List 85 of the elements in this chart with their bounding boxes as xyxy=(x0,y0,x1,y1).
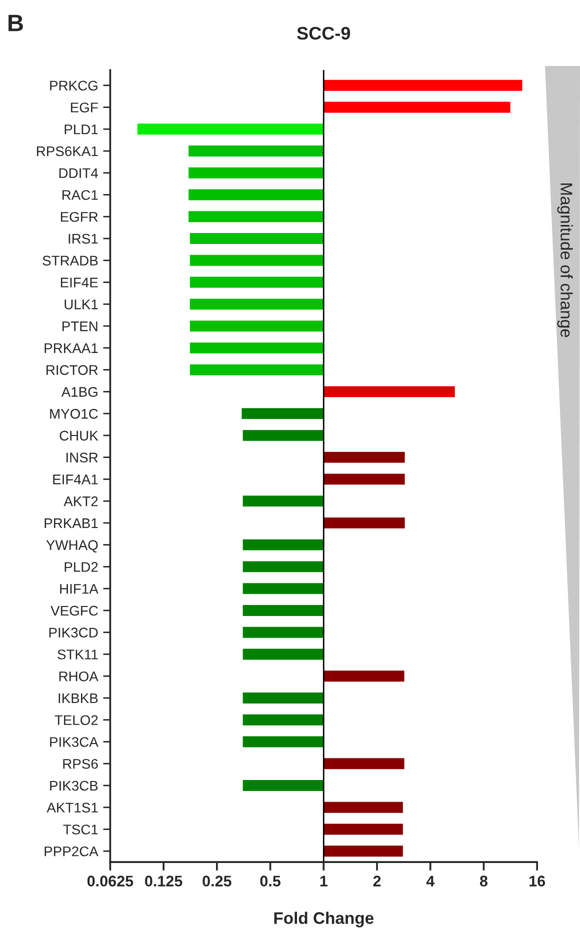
bar xyxy=(324,846,403,857)
bar xyxy=(190,298,324,310)
bar xyxy=(324,517,405,528)
bar xyxy=(242,626,324,638)
x-axis-title: Fold Change xyxy=(274,912,374,928)
bar xyxy=(324,474,405,485)
bar xyxy=(188,146,324,156)
x-tick-label: 2 xyxy=(373,876,381,886)
y-tick-label: DDIT4 xyxy=(59,168,98,178)
x-tick-label: 0.25 xyxy=(202,876,232,886)
text: B xyxy=(8,14,23,32)
y-tick-label: PRKAA1 xyxy=(44,343,98,353)
y-tick-label: RPS6KA1 xyxy=(37,146,98,156)
bar xyxy=(242,605,324,616)
y-tick-label: RAC1 xyxy=(62,190,98,200)
bar xyxy=(188,211,324,222)
bar xyxy=(190,320,324,332)
bar xyxy=(137,124,324,135)
y-tick-label: PTEN xyxy=(62,322,98,332)
y-tick-label: VEGFC xyxy=(50,606,98,616)
bar xyxy=(242,430,324,441)
bar xyxy=(242,714,324,726)
y-tick-label: PLD2 xyxy=(64,562,98,572)
bar xyxy=(190,233,324,244)
y-tick-label: IKBKB xyxy=(58,693,98,704)
x-tick-label: 0.0625 xyxy=(87,876,134,886)
bar xyxy=(324,758,404,770)
y-tick-label: TELO2 xyxy=(54,715,98,726)
y-tick-label: RPS6 xyxy=(63,758,98,769)
bar xyxy=(242,736,324,748)
y-tick-label: STRADB xyxy=(42,256,98,266)
y-tick-label: PIK3CA xyxy=(50,737,98,747)
bar xyxy=(324,802,403,813)
y-tick-label: PRKAB1 xyxy=(44,518,98,528)
y-tick-label: EIF4A1 xyxy=(53,474,98,484)
bar xyxy=(190,342,324,354)
x-tick-label: 4 xyxy=(426,876,435,886)
bar xyxy=(242,780,324,791)
y-tick-label: TSC1 xyxy=(63,824,98,834)
y-tick-label: ULK1 xyxy=(64,300,98,310)
x-tick-label: 16 xyxy=(530,876,546,886)
y-tick-label: RICTOR xyxy=(46,365,98,375)
bar xyxy=(190,276,324,288)
bar xyxy=(324,452,405,463)
bar xyxy=(324,824,403,835)
y-tick-label: HIF1A xyxy=(60,584,98,594)
bar xyxy=(324,670,404,682)
y-tick-label: PPP2CA xyxy=(44,846,98,856)
bar xyxy=(242,583,324,594)
y-tick-label: INSR xyxy=(66,452,98,462)
y-tick-label: STK11 xyxy=(58,650,98,660)
y-tick-label: CHUK xyxy=(60,430,98,441)
y-tick-label: PRKCG xyxy=(50,80,98,91)
y-tick-label: AKT2 xyxy=(64,496,98,506)
bar xyxy=(242,648,324,660)
y-tick-label: PLD1 xyxy=(64,124,98,134)
bar xyxy=(324,102,510,113)
bar xyxy=(242,496,324,507)
y-tick-label: EGF xyxy=(70,102,98,112)
y-tick-label: YWHAQ xyxy=(46,540,98,552)
bar xyxy=(324,80,522,91)
bar xyxy=(188,189,324,200)
text: Magnitude of change xyxy=(557,184,573,338)
y-tick-label: A1BG xyxy=(61,387,98,397)
bar xyxy=(324,386,455,398)
x-tick-label: 8 xyxy=(480,876,488,886)
y-tick-label: RHOA xyxy=(59,671,98,682)
bar xyxy=(242,561,324,572)
bar xyxy=(242,692,324,704)
bar xyxy=(190,254,324,266)
y-tick-label: AKT1S1 xyxy=(46,802,98,813)
bar xyxy=(188,167,324,178)
y-tick-label: PIK3CB xyxy=(50,780,98,791)
x-tick-label: 0.5 xyxy=(260,876,280,886)
y-tick-label: EIF4E xyxy=(60,278,98,288)
y-tick-label: EGFR xyxy=(60,212,98,222)
bar xyxy=(242,539,324,550)
bar xyxy=(190,364,324,376)
x-tick-label: 0.125 xyxy=(145,876,182,886)
y-tick-label: PIK3CD xyxy=(49,628,98,638)
bar xyxy=(242,408,324,420)
y-tick-label: IRS1 xyxy=(68,234,98,244)
x-tick-label: 1 xyxy=(320,876,328,886)
y-tick-label: MYO1C xyxy=(50,408,98,419)
chart-title: SCC-9 xyxy=(297,26,350,40)
